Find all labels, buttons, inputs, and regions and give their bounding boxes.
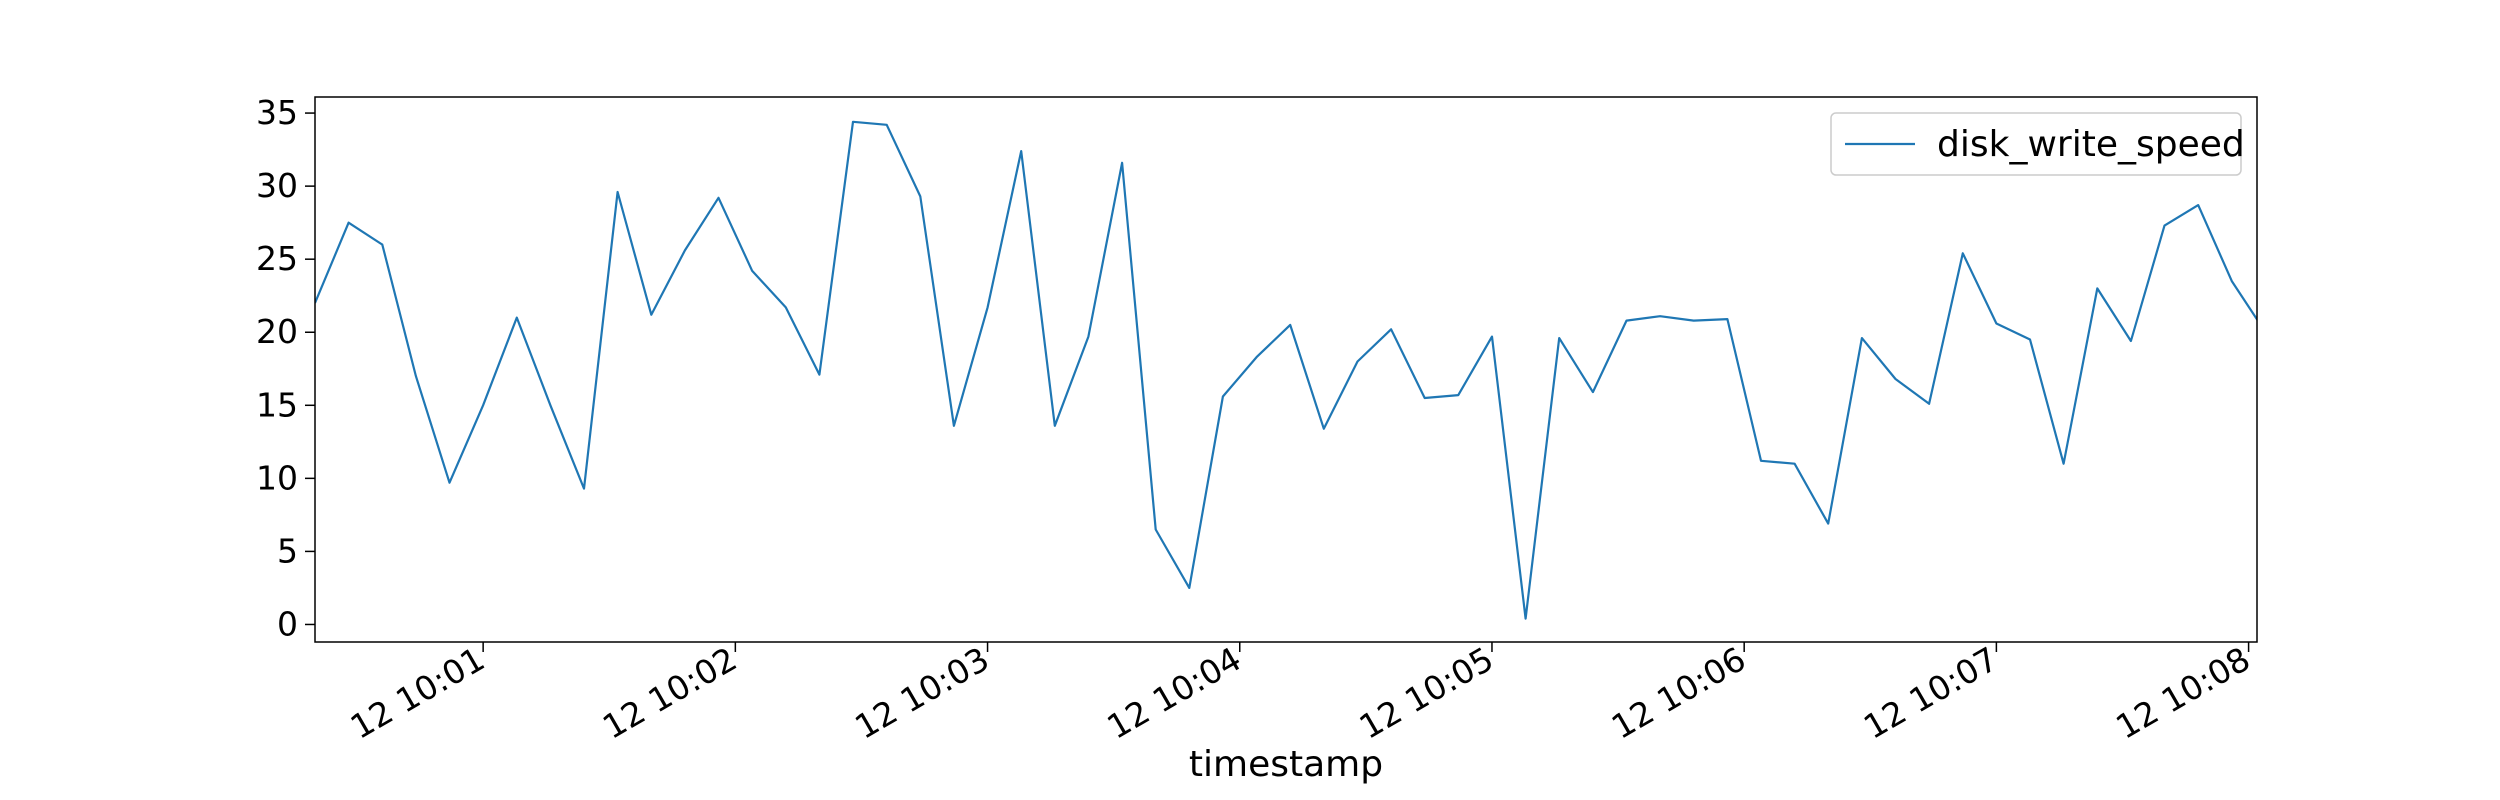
y-tick-label: 35 (256, 93, 298, 132)
y-tick-label: 20 (256, 312, 298, 351)
x-tick-label: 12 10:03 (848, 639, 995, 747)
x-axis: 12 10:01 12 10:02 12 10:03 12 10:04 12 10:05… (344, 639, 2257, 747)
y-tick-label: 0 (277, 604, 298, 643)
x-tick-label: 12 10:01 (344, 639, 491, 747)
plot-area-frame (314, 96, 2258, 643)
y-tick-label: 30 (256, 166, 298, 205)
series-line-0 (315, 120, 2257, 620)
legend-label: disk_write_speed (1937, 124, 2245, 165)
y-tick-label: 10 (256, 458, 298, 497)
y-axis: 0 5 10 15 20 25 30 35 (256, 93, 315, 643)
x-axis-label: timestamp (1189, 744, 1383, 785)
x-tick-label: 12 10:08 (2109, 639, 2256, 747)
legend: disk_write_speed (1830, 112, 2245, 176)
x-tick-label: 12 10:02 (596, 639, 743, 747)
y-tick-label: 5 (277, 531, 298, 570)
x-tick-label: 12 10:04 (1100, 639, 1247, 747)
y-tick-label: 25 (256, 239, 298, 278)
x-tick-label: 12 10:05 (1353, 639, 1500, 747)
plot-marks (315, 120, 2257, 620)
legend-box (1830, 112, 2242, 176)
x-tick-label: 12 10:07 (1857, 639, 2004, 747)
x-tick-label: 12 10:06 (1605, 639, 1752, 747)
y-tick-label: 15 (256, 385, 298, 424)
